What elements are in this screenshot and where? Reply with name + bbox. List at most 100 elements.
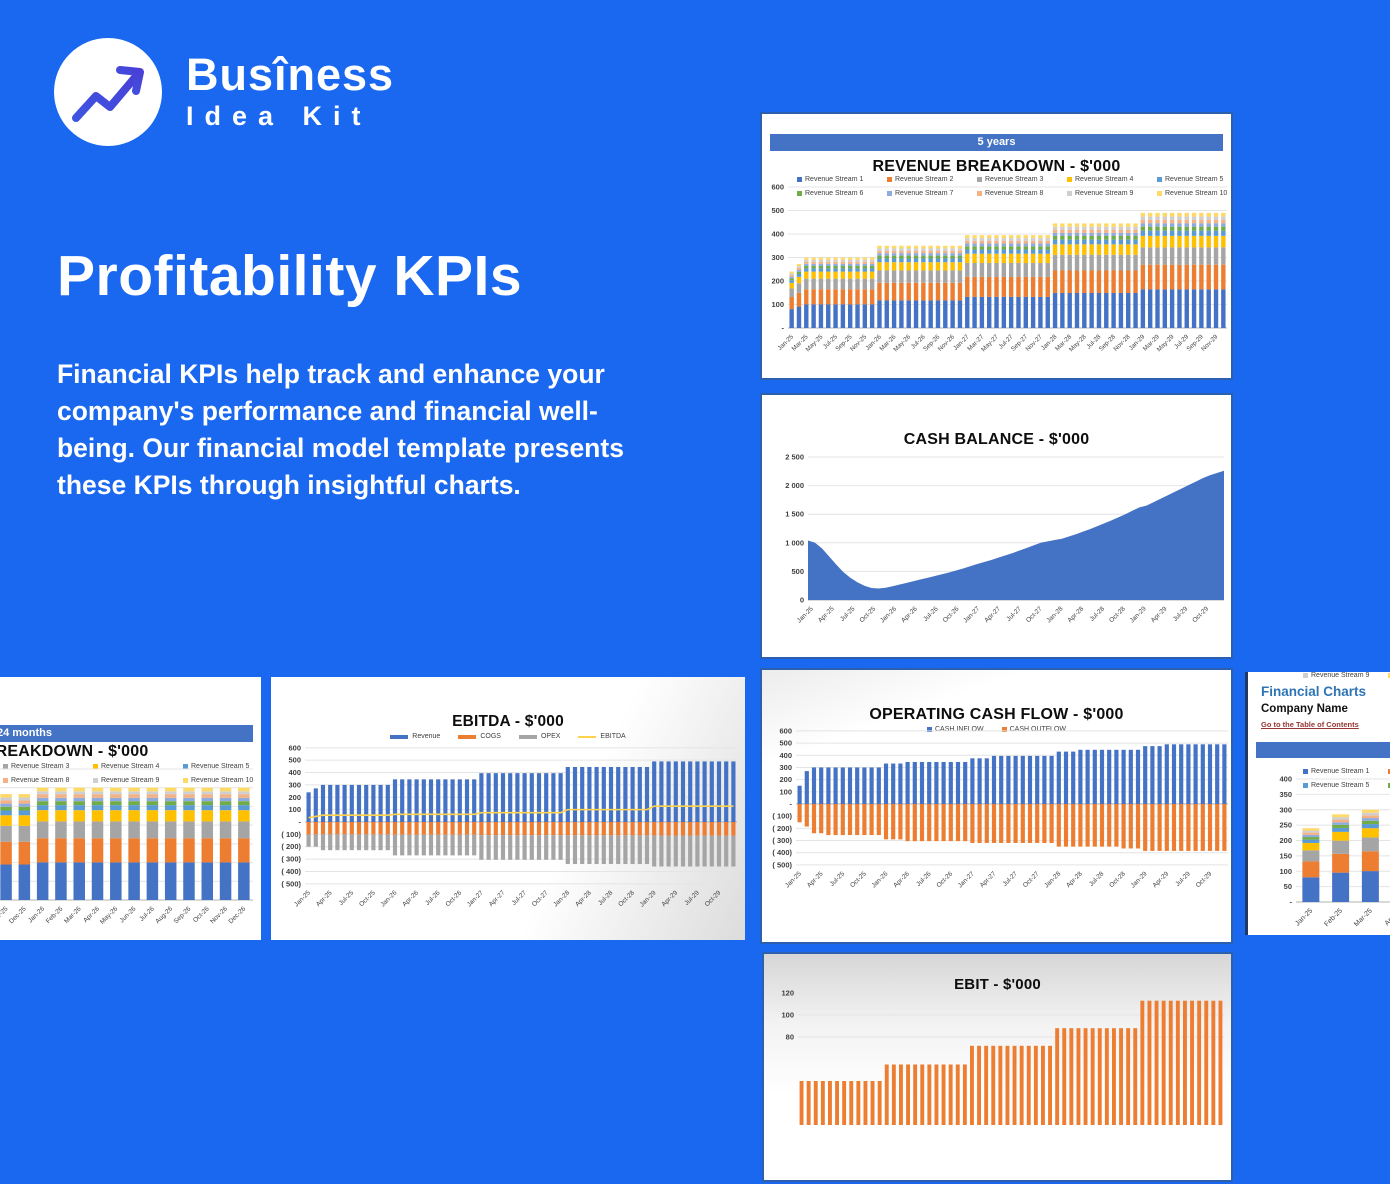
period-badge-24months: 24 months	[0, 725, 253, 742]
svg-text:Jul-25: Jul-25	[829, 870, 847, 888]
svg-text:200: 200	[779, 775, 792, 784]
svg-text:-: -	[790, 800, 793, 809]
svg-text:Jul-29: Jul-29	[1174, 870, 1192, 888]
svg-text:Jul-29: Jul-29	[1172, 605, 1190, 623]
period-badge-5years: 5 years	[770, 134, 1223, 151]
svg-text:( 200): ( 200)	[772, 824, 792, 833]
svg-text:100: 100	[1279, 867, 1292, 876]
svg-text:Oct-27: Oct-27	[1025, 605, 1044, 624]
ebitda-chart: 600 500 400 300 200 100 - ( 100) ( 200) ( 300) (…	[281, 743, 737, 908]
svg-text:100: 100	[771, 300, 784, 309]
svg-text:May-28: May-28	[1068, 333, 1088, 353]
legend-item: Revenue Stream 8	[3, 777, 69, 784]
svg-text:Dec-26: Dec-26	[227, 905, 247, 925]
legend-item: Revenue Stream 5	[1303, 782, 1369, 789]
legend-item: Revenue Stream 9	[1303, 672, 1369, 679]
legend-item: Revenue Stream 9	[1067, 190, 1133, 197]
svg-text:50: 50	[1284, 882, 1292, 891]
svg-text:Jul-27: Jul-27	[1002, 870, 1020, 888]
svg-text:Oct-26: Oct-26	[935, 870, 954, 889]
panel-financial-charts-page: Financial Charts Company Name Go to the …	[1245, 672, 1390, 935]
panel-revenue-breakdown-24m: 24 months REVENUE BREAKDOWN - $'000 Reve…	[0, 677, 261, 940]
svg-text:( 100): ( 100)	[281, 830, 301, 839]
svg-text:Jan-27: Jan-27	[957, 870, 976, 889]
svg-text:100: 100	[779, 787, 792, 796]
table-of-contents-link[interactable]: Go to the Table of Contents	[1261, 720, 1359, 729]
svg-text:Jan-25: Jan-25	[1294, 907, 1314, 927]
svg-text:250: 250	[1279, 821, 1292, 830]
chart-title-cash-balance: CASH BALANCE - $'000	[903, 431, 1090, 448]
svg-text:( 400): ( 400)	[281, 867, 301, 876]
svg-text:Oct-25: Oct-25	[849, 870, 868, 889]
legend-item: Revenue Stream 6	[797, 190, 863, 197]
svg-text:Jul-26: Jul-26	[424, 889, 442, 907]
svg-text:350: 350	[1279, 790, 1292, 799]
legend-item: Revenue Stream 3	[3, 763, 69, 770]
svg-text:Apr-26: Apr-26	[892, 870, 911, 889]
legend-item: EBITDA	[578, 733, 626, 740]
svg-text:Sep-26: Sep-26	[173, 905, 193, 925]
svg-text:500: 500	[779, 739, 792, 748]
svg-text:400: 400	[1279, 775, 1292, 784]
legend-revenue-streams: Revenue Stream 1 Revenue Stream 2 Revenue …	[762, 114, 1231, 197]
svg-text:Oct-27: Oct-27	[1022, 870, 1041, 889]
page-description: Financial KPIs help track and enhance yo…	[57, 359, 624, 501]
svg-text:Apr-29: Apr-29	[1150, 605, 1169, 624]
legend-item: Revenue Stream 3	[977, 176, 1043, 183]
legend-item: CASH INFLOW	[926, 726, 984, 733]
chart-title-operating-cash-flow: OPERATING CASH FLOW - $'000	[869, 706, 1124, 723]
svg-text:Jan-28: Jan-28	[552, 889, 571, 908]
svg-text:1 000: 1 000	[785, 538, 804, 547]
svg-text:( 200): ( 200)	[281, 842, 301, 851]
legend-item: Revenue Stream 10	[1388, 672, 1390, 679]
svg-text:Jan-26: Jan-26	[870, 870, 889, 889]
svg-text:400: 400	[779, 751, 792, 760]
svg-text:150: 150	[1279, 851, 1292, 860]
svg-text:0: 0	[800, 596, 804, 605]
chart-title-revenue-breakdown-24m: REVENUE BREAKDOWN - $'000	[0, 743, 149, 760]
svg-text:Apr-29: Apr-29	[660, 889, 679, 908]
svg-text:Oct-26: Oct-26	[444, 889, 463, 908]
svg-text:( 500): ( 500)	[281, 879, 301, 888]
legend-item: Revenue Stream 4	[1067, 176, 1133, 183]
legend-operating-cash-flow: CASH INFLOW CASH OUTFLOW	[762, 726, 1231, 733]
legend-item: Revenue Stream 10	[1157, 190, 1227, 197]
svg-text:Jan-25: Jan-25	[796, 605, 815, 624]
svg-text:Jan-28: Jan-28	[1043, 870, 1062, 889]
company-name: Company Name	[1261, 703, 1348, 715]
svg-text:Jan-27: Jan-27	[466, 889, 485, 908]
panel-cash-balance: CASH BALANCE - $'000 2 500 2 000 1 500 1 00…	[760, 393, 1233, 659]
svg-text:Jul-25: Jul-25	[338, 889, 356, 907]
svg-text:80: 80	[786, 1033, 794, 1042]
svg-text:( 100): ( 100)	[772, 812, 792, 821]
legend-item: Revenue Stream 9	[93, 777, 159, 784]
svg-text:( 500): ( 500)	[772, 860, 792, 869]
svg-text:Apr-27: Apr-27	[979, 870, 998, 889]
svg-text:Mar-26: Mar-26	[63, 905, 83, 925]
chart-title-revenue-breakdown: REVENUE BREAKDOWN - $'000	[872, 158, 1121, 175]
svg-text:300: 300	[288, 780, 301, 789]
svg-text:Jan-26: Jan-26	[879, 605, 898, 624]
svg-text:( 300): ( 300)	[772, 836, 792, 845]
svg-text:Apr-27: Apr-27	[983, 605, 1002, 624]
legend-item: Revenue Stream 1	[1303, 768, 1369, 775]
svg-text:Oct-26: Oct-26	[942, 605, 961, 624]
svg-text:Nov-25: Nov-25	[849, 333, 869, 353]
svg-text:Jul-27: Jul-27	[1005, 605, 1023, 623]
svg-text:Jul-26: Jul-26	[915, 870, 933, 888]
svg-text:Apr-25: Apr-25	[315, 889, 334, 908]
svg-text:100: 100	[288, 805, 301, 814]
svg-text:2 500: 2 500	[785, 453, 804, 462]
mini-revenue-chart: 400 350 300 250 200 150 100 50 - Jan-25 Feb-25 Ma…	[1279, 775, 1390, 928]
svg-text:May-26: May-26	[99, 905, 120, 926]
svg-text:Apr-25: Apr-25	[817, 605, 836, 624]
legend-item: Revenue Stream 7	[887, 190, 953, 197]
legend-item: Revenue Stream 2	[1388, 768, 1390, 775]
svg-text:1 500: 1 500	[785, 510, 804, 519]
svg-text:Dec-25: Dec-25	[8, 905, 28, 925]
legend-item: Revenue Stream 10	[183, 777, 253, 784]
svg-text:Oct-25: Oct-25	[358, 889, 377, 908]
legend-mini: Revenue Stream 1 Revenue Stream 2 Revenue …	[1248, 672, 1390, 789]
svg-text:Mar-25: Mar-25	[1353, 907, 1374, 928]
